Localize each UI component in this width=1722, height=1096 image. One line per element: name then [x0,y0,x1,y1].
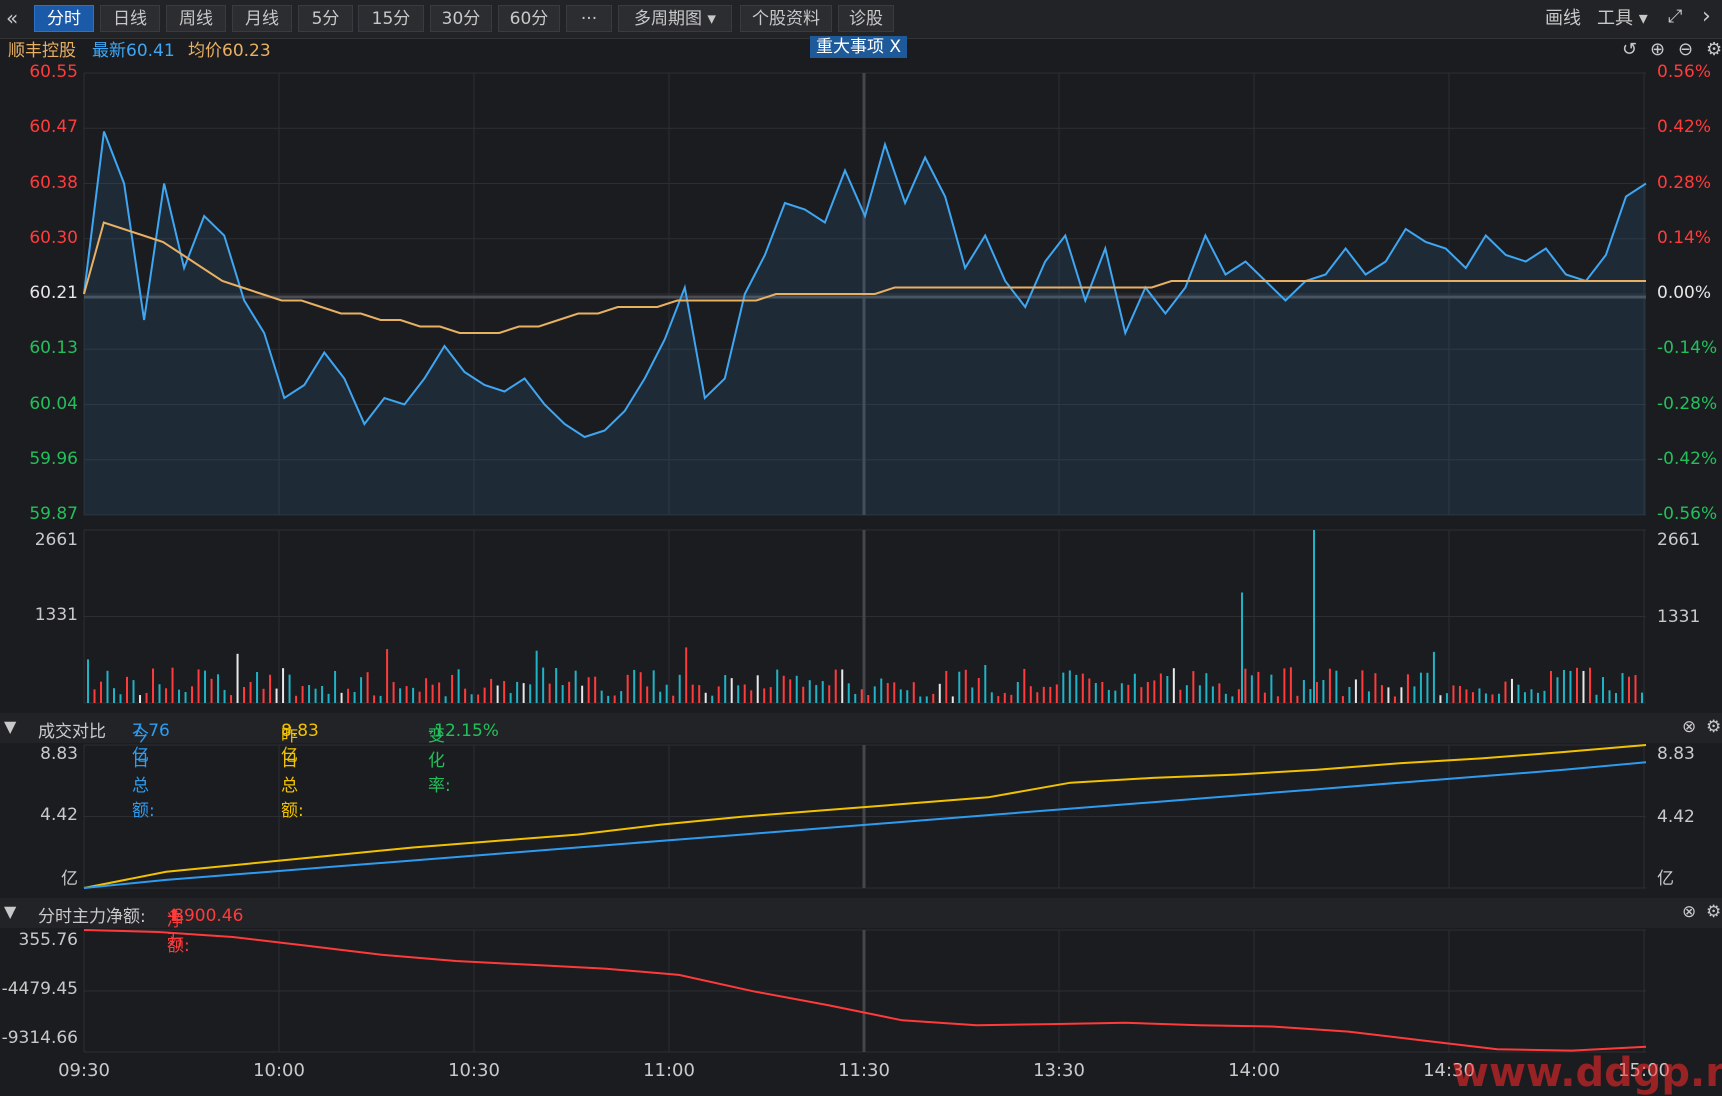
more-button[interactable]: ··· [566,5,612,32]
time-axis-label: 11:00 [643,1060,695,1081]
today-total-line [83,761,1647,889]
price-axis-label: 60.13 [29,338,78,359]
pct-axis-label: 0.00% [1657,283,1712,303]
pct-axis-label: -0.42% [1657,448,1718,469]
multi-period-button[interactable]: 多周期图 ▾ [618,5,732,32]
stock-name: 顺丰控股 [8,41,76,61]
pct-axis-label: 0.28% [1657,172,1712,193]
turnover-axis-mid: 4.42 [40,805,78,825]
net-axis-bottom: -9314.66 [1,1028,78,1048]
tab-daily[interactable]: 日线 [100,5,160,32]
price-axis-label: 60.47 [29,117,78,138]
tab-intraday[interactable]: 分时 [34,5,94,32]
tab-weekly[interactable]: 周线 [166,5,226,32]
net-flow-title: 分时主力净额: [38,907,146,927]
double-chevron-left-icon[interactable]: « [6,6,19,30]
gear-icon[interactable]: ⚙ [1706,39,1722,60]
pct-axis-label: -0.28% [1657,393,1718,414]
zoom-out-icon[interactable]: ⊖ [1678,39,1694,60]
price-axis-label: 59.96 [29,448,78,469]
stock-profile-button[interactable]: 个股资料 [740,5,832,32]
volume-axis-top-right: 2661 [1657,530,1701,550]
avg-price-line [83,221,1646,334]
collapse-net-icon[interactable]: ▼ [4,902,17,921]
tab-monthly[interactable]: 月线 [232,5,292,32]
price-axis-label: 59.87 [29,504,78,524]
fullscreen-icon[interactable]: ⤢ [1668,6,1683,27]
net-axis-top: 355.76 [18,930,78,950]
toolbar: « 分时 日线 周线 月线 5分 15分 30分 60分 ··· 多周期图 ▾ 个股资料 诊股 画线 … [0,0,1722,39]
close-icon[interactable]: ⊗ [1682,717,1697,737]
time-axis-label: 10:30 [448,1060,500,1081]
turnover-axis-unit: 亿 [61,869,78,889]
watermark: www.ddgp.net [1452,1050,1722,1096]
tab-15min[interactable]: 15分 [358,5,424,32]
net-flow-line [83,929,1647,1052]
turnover-axis-mid-right: 4.42 [1657,807,1695,827]
time-axis-label: 15:00 [1618,1060,1670,1081]
price-axis-label: 60.55 [29,62,78,82]
turnover-title: 成交对比 [38,722,106,742]
gear-icon[interactable]: ⚙ [1706,902,1722,922]
turnover-axis-unit-right: 亿 [1657,869,1674,889]
draw-line-button[interactable]: 画线 [1545,8,1581,29]
pct-axis-label: -0.56% [1657,504,1718,524]
time-axis-label: 11:30 [838,1060,890,1081]
time-axis-label: 13:30 [1033,1060,1085,1081]
volume-axis-mid: 1331 [34,605,78,625]
diagnose-button[interactable]: 诊股 [838,5,894,32]
turnover-axis-top-right: 8.83 [1657,744,1695,764]
arrow-up-icon: ⬆ [167,906,182,926]
volume-axis-mid-right: 1331 [1657,607,1701,627]
avg-price: 60.23 [222,41,271,61]
price-axis-label: 60.30 [29,227,78,248]
net-flow-panel-header: ▼ 分时主力净额: 净额: -8900.46万 ⬆ ⊗ ⚙ [0,898,1722,956]
close-event-button[interactable]: X [889,37,902,57]
close-icon[interactable]: ⊗ [1682,902,1697,922]
collapse-turnover-icon[interactable]: ▼ [4,717,17,736]
turnover-panel-header: ▼ 成交对比 今日总额: 7.76亿 昨日总额: 8.83亿 变化率: -12.… [0,713,1722,821]
major-event-tag[interactable]: 重大事项 X [810,36,908,58]
avg-price-label: 均价60.23 [188,41,271,61]
tab-5min[interactable]: 5分 [298,5,353,32]
time-axis-label: 09:30 [58,1060,110,1081]
gear-icon[interactable]: ⚙ [1706,717,1722,737]
chevron-right-icon[interactable]: › [1702,4,1711,29]
time-axis-label: 14:00 [1228,1060,1280,1081]
pct-axis-label: 0.56% [1657,62,1712,82]
undo-icon[interactable]: ↺ [1622,39,1638,60]
tab-60min[interactable]: 60分 [498,5,560,32]
price-axis-label: 60.21 [29,283,78,303]
latest-price: 60.41 [126,41,175,61]
yesterday-total-line [83,744,1647,889]
tab-30min[interactable]: 30分 [430,5,492,32]
pct-axis-label: 0.42% [1657,117,1712,138]
price-axis-label: 60.38 [29,172,78,193]
price-area [84,131,1646,515]
pct-axis-label: 0.14% [1657,227,1712,248]
volume-axis-top: 2661 [34,530,78,550]
price-axis-label: 60.04 [29,393,78,414]
time-axis-label: 10:00 [253,1060,305,1081]
net-axis-mid: -4479.45 [1,979,78,999]
zoom-in-icon[interactable]: ⊕ [1650,39,1666,60]
latest-price-label: 最新60.41 [92,41,175,61]
price-line [83,131,1647,439]
turnover-axis-top: 8.83 [40,744,78,764]
tools-menu-button[interactable]: 工具 ▾ [1597,8,1648,29]
time-axis-label: 14:30 [1423,1060,1475,1081]
pct-axis-label: -0.14% [1657,338,1718,359]
